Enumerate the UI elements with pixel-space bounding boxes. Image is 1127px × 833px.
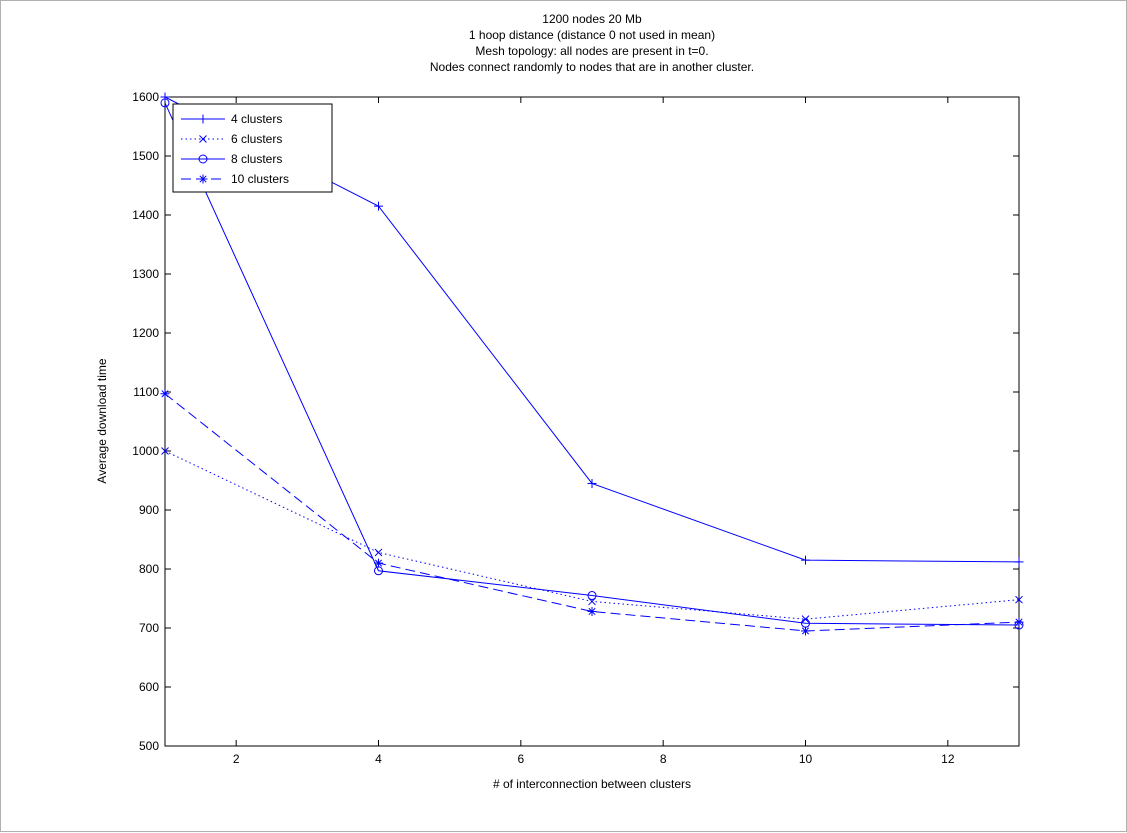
y-tick-label: 1300: [132, 267, 159, 281]
data-point-10-clusters: [801, 626, 810, 636]
legend-marker: [198, 174, 208, 184]
legend: 4 clusters 6 clusters 8 clusters 10 cluster…: [172, 103, 333, 193]
legend-label: 6 clusters: [231, 132, 282, 146]
series-line-10-clusters: [164, 393, 1020, 632]
legend-item-6-clusters: 6 clusters: [181, 132, 282, 146]
y-tick-label: 1400: [132, 208, 159, 222]
legend-marker: [198, 114, 208, 124]
legend-item-4-clusters: 4 clusters: [181, 112, 282, 126]
data-point-4-clusters: [801, 555, 810, 565]
data-point-4-clusters: [1014, 557, 1024, 567]
y-tick-label: 500: [139, 739, 159, 753]
title-line-1: 1200 nodes 20 Mb: [542, 12, 642, 26]
data-point-10-clusters: [587, 606, 597, 616]
data-point-10-clusters: [1014, 617, 1024, 627]
data-point-6-clusters: [1015, 595, 1023, 604]
y-tick-label: 1000: [132, 444, 159, 458]
data-point-6-clusters: [374, 548, 383, 557]
y-tick-label: 1100: [133, 385, 159, 399]
y-tick-label: 1200: [132, 326, 159, 340]
y-tick-label: 800: [139, 562, 159, 576]
legend-marker: [199, 135, 207, 143]
series-line-8-clusters: [164, 102, 1020, 626]
data-point-8-clusters: [160, 98, 170, 108]
chart-title: 1200 nodes 20 Mb 1 hoop distance (distan…: [430, 12, 754, 74]
legend-item-8-clusters: 8 clusters: [181, 152, 282, 166]
legend-label: 4 clusters: [231, 112, 282, 126]
y-tick-label: 1600: [132, 90, 159, 104]
x-tick-label: 4: [375, 752, 382, 766]
data-point-10-clusters: [160, 389, 170, 399]
axis-ticks: 2 4 6 8 10 12 500 600 700 800 900 1000 1100 1200 1300 1…: [132, 90, 1019, 766]
title-line-2: 1 hoop distance (distance 0 not used in …: [469, 28, 715, 42]
plot-area: [164, 96, 1020, 747]
x-tick-label: 6: [517, 752, 524, 766]
y-tick-label: 900: [139, 503, 159, 517]
title-line-3: Mesh topology: all nodes are present in …: [475, 44, 708, 58]
data-point-8-clusters: [587, 591, 597, 601]
y-tick-label: 700: [139, 621, 159, 635]
data-point-4-clusters: [587, 478, 597, 488]
x-tick-label: 10: [799, 752, 813, 766]
legend-marker: [198, 154, 208, 164]
data-point-6-clusters: [161, 447, 169, 455]
y-tick-label: 1500: [132, 149, 159, 163]
data-point-4-clusters: [160, 92, 170, 102]
data-point-10-clusters: [374, 558, 383, 568]
legend-label: 10 clusters: [231, 172, 289, 186]
legend-item-10-clusters: 10 clusters: [181, 172, 289, 186]
x-tick-label: 8: [660, 752, 667, 766]
data-point-4-clusters: [374, 201, 383, 211]
x-tick-label: 2: [233, 752, 240, 766]
y-axis-label: Average download time: [95, 358, 109, 484]
x-tick-label: 12: [941, 752, 955, 766]
legend-label: 8 clusters: [231, 152, 282, 166]
y-tick-label: 600: [139, 680, 159, 694]
x-axis-label: # of interconnection between clusters: [493, 777, 691, 791]
title-line-4: Nodes connect randomly to nodes that are…: [430, 60, 754, 74]
